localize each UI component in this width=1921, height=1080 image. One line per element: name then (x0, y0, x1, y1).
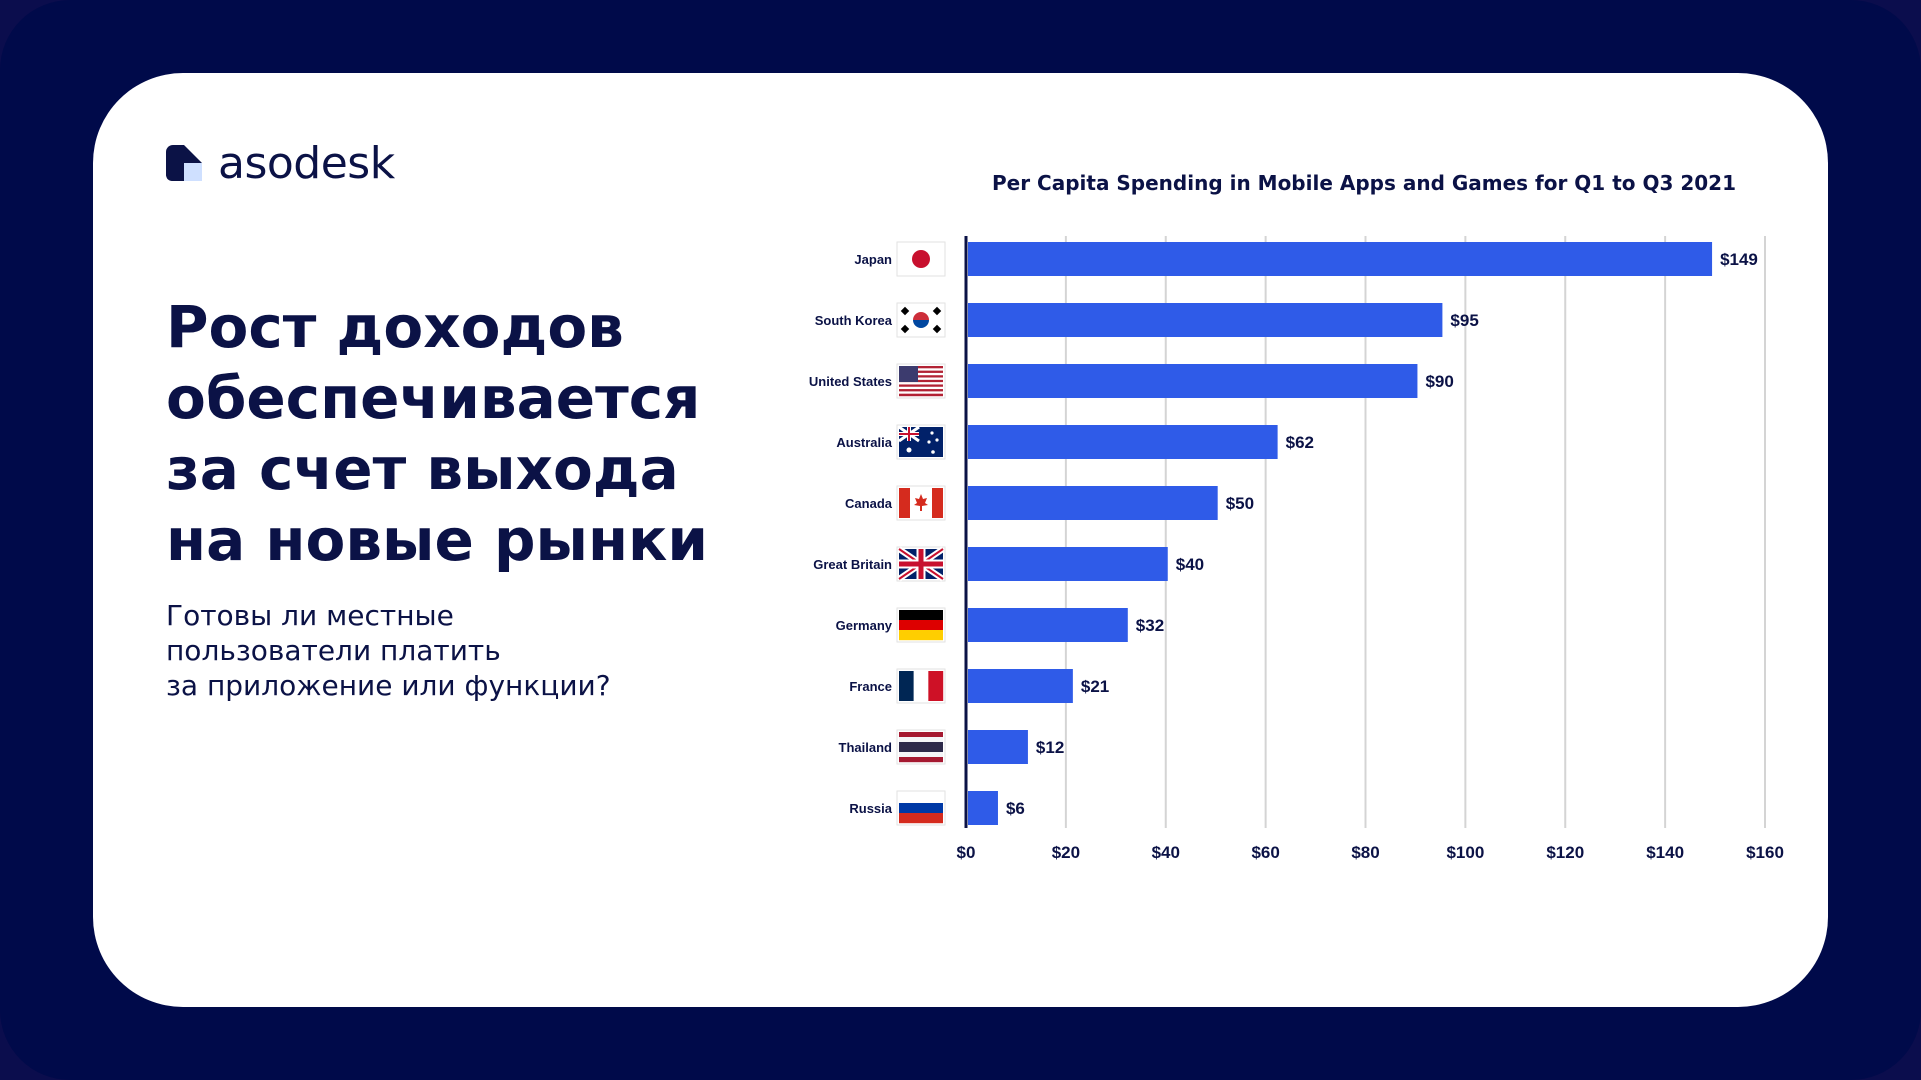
asodesk-logo-icon (166, 145, 202, 181)
bar (968, 547, 1168, 581)
chart-bars (968, 242, 1713, 825)
x-tick-label: $120 (1546, 843, 1584, 862)
category-label: Great Britain (813, 557, 892, 572)
great-britain-flag-icon (896, 546, 946, 582)
bar-value-label: $40 (1176, 555, 1204, 574)
thailand-flag-icon (896, 729, 946, 765)
x-tick-label: $80 (1351, 843, 1379, 862)
france-flag-icon (896, 668, 946, 704)
brand-logo: asodesk (166, 137, 395, 189)
x-tick-label: $140 (1646, 843, 1684, 862)
bar (968, 242, 1713, 276)
category-label: Thailand (839, 740, 893, 755)
bar (968, 730, 1028, 764)
category-label: South Korea (815, 313, 893, 328)
category-label: Australia (836, 435, 892, 450)
south-korea-flag-icon (896, 302, 946, 338)
canada-flag-icon (896, 485, 946, 521)
bar-value-label: $6 (1006, 799, 1025, 818)
x-tick-label: $20 (1052, 843, 1080, 862)
bar (968, 425, 1278, 459)
bar-value-label: $12 (1036, 738, 1064, 757)
bar-value-label: $50 (1226, 494, 1254, 513)
chart-x-axis: $0 $20 $40 $60 $80 $100 $120 $140 $160 (957, 236, 1784, 862)
content-card (93, 73, 1828, 1007)
category-label: Japan (854, 252, 892, 267)
australia-flag-icon (896, 424, 946, 460)
bar-value-label: $90 (1425, 372, 1453, 391)
japan-flag-icon (896, 241, 946, 277)
x-tick-label: $100 (1446, 843, 1484, 862)
brand-name: asodesk (218, 137, 395, 189)
bar-value-label: $62 (1286, 433, 1314, 452)
category-label: Russia (849, 801, 892, 816)
bar (968, 364, 1418, 398)
page-subtitle: Готовы ли местные пользователи платить з… (166, 599, 611, 702)
x-tick-label: $40 (1152, 843, 1180, 862)
bar (968, 303, 1443, 337)
bar-value-label: $32 (1136, 616, 1164, 635)
united-states-flag-icon (896, 363, 946, 399)
category-label: Germany (836, 618, 893, 633)
x-tick-label: $0 (957, 843, 976, 862)
russia-flag-icon (896, 790, 946, 826)
bar (968, 791, 998, 825)
x-tick-label: $60 (1251, 843, 1279, 862)
bar (968, 608, 1128, 642)
x-tick-label: $160 (1746, 843, 1784, 862)
category-label: France (849, 679, 892, 694)
bar-value-label: $95 (1450, 311, 1478, 330)
category-label: United States (809, 374, 892, 389)
bar-value-label: $21 (1081, 677, 1109, 696)
chart-labels: $149 Japan $95 South Korea $90 United States $… (809, 250, 1758, 818)
bar (968, 486, 1218, 520)
page-title: Рост доходов обеспечивается за счет выхо… (166, 293, 709, 574)
bar-value-label: $149 (1720, 250, 1758, 269)
germany-flag-icon (896, 607, 946, 643)
bar (968, 669, 1073, 703)
chart-title: Per Capita Spending in Mobile Apps and G… (992, 171, 1736, 195)
chart-flags (896, 241, 946, 826)
category-label: Canada (845, 496, 893, 511)
